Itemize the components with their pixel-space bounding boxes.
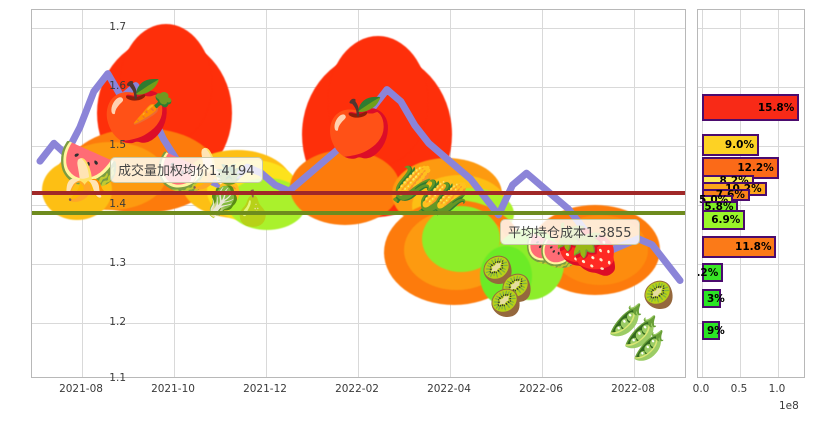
volume-bar-label: 6.9% <box>711 214 741 226</box>
x-axis-tick: 2021-12 <box>243 383 287 395</box>
volume-bar-label: 12.2% <box>737 162 774 174</box>
volume-bar-label: 11.8% <box>735 241 772 253</box>
y-axis-tick: 1.6 <box>109 80 126 92</box>
apple-icon: 🍎 <box>100 77 174 145</box>
watermelon-icon: 🍉 <box>57 135 121 193</box>
kiwi-icon: 🥝 <box>642 281 676 311</box>
volume-bar-label: 9% <box>707 324 725 337</box>
y-axis-tick: 1.1 <box>109 372 126 384</box>
volume-x-axis-tick: 1.0 <box>768 383 786 395</box>
gridline-y-1.7 <box>698 28 804 29</box>
volume-bar[interactable]: 3% <box>702 289 725 308</box>
gridline-y-1.2 <box>698 323 804 324</box>
carrot-icon: 🥕 <box>131 89 175 129</box>
volume-bar-label: 5.2% <box>698 266 719 279</box>
y-axis-tick: 1.5 <box>109 139 126 151</box>
y-axis-tick: 1.2 <box>109 316 126 328</box>
kiwi-icon: 🥝 <box>500 274 534 304</box>
kiwi-icon: 🥝 <box>481 256 515 286</box>
apple-icon: 🍎 <box>324 96 394 161</box>
y-axis-tick: 1.4 <box>109 198 126 210</box>
gridline-y-1.4 <box>698 205 804 206</box>
gridline-y-1.6 <box>698 87 804 88</box>
peapod-icon: 🫛 <box>622 315 660 350</box>
volume-bar[interactable]: 12.2% <box>702 157 779 179</box>
x-axis-tick: 2022-04 <box>427 383 471 395</box>
reference-line-volume-weighted-average-price <box>32 191 685 195</box>
volume-bar[interactable]: 9% <box>702 321 725 340</box>
y-axis-tick: 1.3 <box>109 257 126 269</box>
volume-axis-exponent: 1e8 <box>779 400 799 412</box>
y-axis-tick: 1.7 <box>109 21 126 33</box>
volume-bar-label: 9.0% <box>724 139 754 151</box>
corn-icon: 🌽 <box>431 182 469 217</box>
volume-profile-panel[interactable]: 15.8%9.0%12.2%8.2%10.2%7.6%5.0%5.8%6.9%1… <box>697 9 805 378</box>
gridline-x-1.0 <box>778 10 779 377</box>
volume-bar-label: 3% <box>707 292 725 305</box>
volume-bar[interactable]: 5.2% <box>698 263 724 282</box>
annotation-volume-weighted-average-price: 成交量加权均价1.4194 <box>110 157 263 183</box>
pear-icon: 🍐 <box>231 189 275 229</box>
volume-bar[interactable]: 6.9% <box>702 210 746 230</box>
peapod-icon: 🫛 <box>607 303 645 338</box>
volume-x-axis-tick: 0.0 <box>692 383 710 395</box>
volume-bar-label: 15.8% <box>757 101 795 114</box>
annotation-average-holding-cost: 平均持仓成本1.3855 <box>500 219 640 245</box>
x-axis-tick: 2022-08 <box>611 383 655 395</box>
reference-line-average-holding-cost <box>32 211 685 215</box>
gridline-y-1.3 <box>698 264 804 265</box>
peapod-icon: 🫛 <box>631 329 667 362</box>
corn-icon: 🌽 <box>416 178 456 216</box>
corn-icon: 🌽 <box>390 165 434 205</box>
x-axis-tick: 2022-06 <box>519 383 563 395</box>
x-axis-tick: 2022-02 <box>335 383 379 395</box>
kiwi-icon: 🥝 <box>489 289 523 319</box>
volume-bar[interactable]: 15.8% <box>702 94 800 121</box>
volume-bar[interactable]: 11.8% <box>702 236 777 258</box>
price-chart-panel[interactable]: 🍎🥕🍉🍌🍉🍌🍍🥬🍐🍎🌽🌽🌽🥝🥝🥝🍉🍉🍓🍓🫛🫛🫛🥝 成交量加权均价1.4194 平… <box>31 9 686 378</box>
x-axis-tick: 2021-10 <box>151 383 195 395</box>
x-axis-tick: 2021-08 <box>59 383 103 395</box>
volume-x-axis-tick: 0.5 <box>730 383 748 395</box>
volume-bar[interactable]: 9.0% <box>702 134 759 156</box>
banana-icon: 🍌 <box>59 158 109 204</box>
